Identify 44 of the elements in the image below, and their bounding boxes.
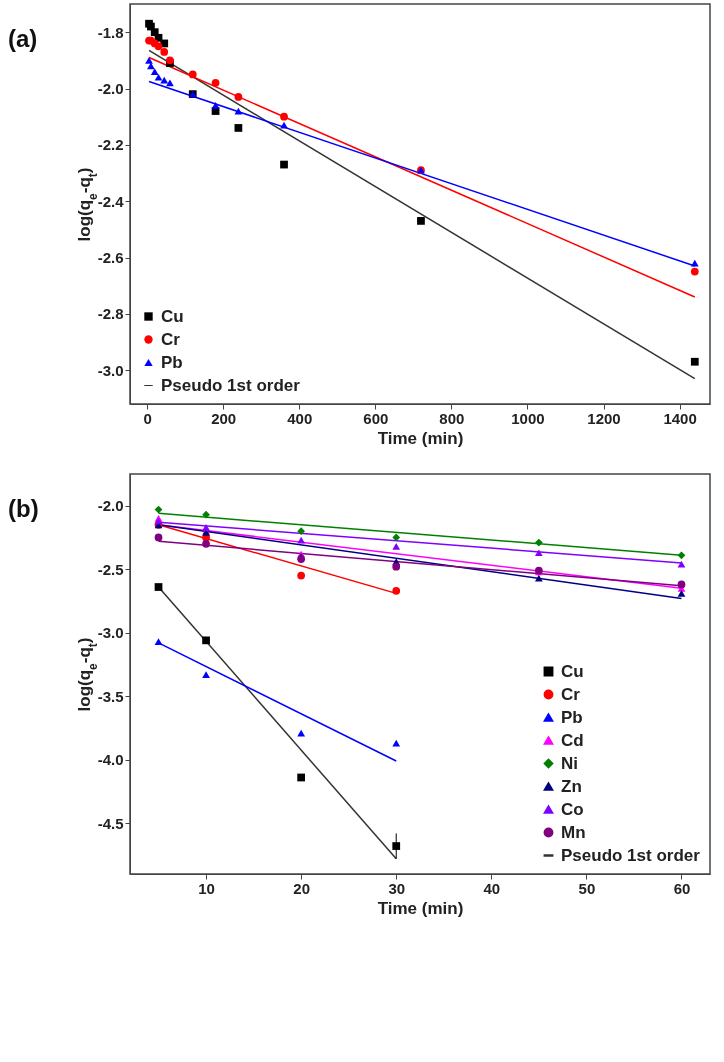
y-tick-label: -2.4 <box>97 192 125 210</box>
x-tick-label: 200 <box>211 409 237 427</box>
legend-label: Co <box>561 799 584 819</box>
x-axis-title: Time (min) <box>377 898 464 918</box>
legend-label: Pseudo 1st order <box>561 845 701 865</box>
y-tick-label: -2.0 <box>97 497 124 515</box>
legend-label: Pb <box>161 352 183 372</box>
legend-label: Pseudo 1st order <box>161 375 301 395</box>
y-tick-label: -3.5 <box>97 687 124 705</box>
legend-label: Cr <box>561 684 581 704</box>
y-tick-label: -4.0 <box>97 751 124 769</box>
x-tick-label: 0 <box>143 409 152 427</box>
legend-label: Zn <box>561 776 582 796</box>
text: (a) <box>8 25 38 52</box>
x-tick-label: 30 <box>388 879 406 897</box>
legend-label: Ni <box>561 753 578 773</box>
y-tick-label: -2.8 <box>97 305 124 323</box>
x-tick-label: 1000 <box>511 409 545 427</box>
x-tick-label: 50 <box>578 879 596 897</box>
y-tick-label: -3.0 <box>97 624 124 642</box>
x-tick-label: 1400 <box>663 409 697 427</box>
y-tick-label: -3.0 <box>97 361 124 379</box>
y-tick-label: -2.6 <box>97 249 124 267</box>
x-axis-title: Time (min) <box>377 428 464 448</box>
legend-label: Cd <box>561 730 584 750</box>
x-tick-label: 1200 <box>587 409 621 427</box>
y-tick-label: -2.2 <box>97 136 124 154</box>
legend-label: Cr <box>161 329 181 349</box>
y-tick-label: -2.0 <box>97 80 124 98</box>
legend-label: Mn <box>561 822 586 842</box>
x-tick-label: 20 <box>293 879 310 897</box>
y-tick-label: -2.5 <box>97 560 124 578</box>
legend-label: Cu <box>161 306 184 326</box>
y-tick-label: -1.8 <box>97 23 124 41</box>
text: (b) <box>8 495 39 522</box>
x-tick-label: 40 <box>483 879 501 897</box>
x-tick-label: 600 <box>363 409 389 427</box>
x-tick-label: 400 <box>287 409 313 427</box>
y-tick-label: -4.5 <box>97 814 124 832</box>
legend-label: Pb <box>561 707 583 727</box>
x-tick-label: 10 <box>198 879 215 897</box>
legend-label: Cu <box>561 661 584 681</box>
x-tick-label: 60 <box>673 879 691 897</box>
x-tick-label: 800 <box>439 409 465 427</box>
